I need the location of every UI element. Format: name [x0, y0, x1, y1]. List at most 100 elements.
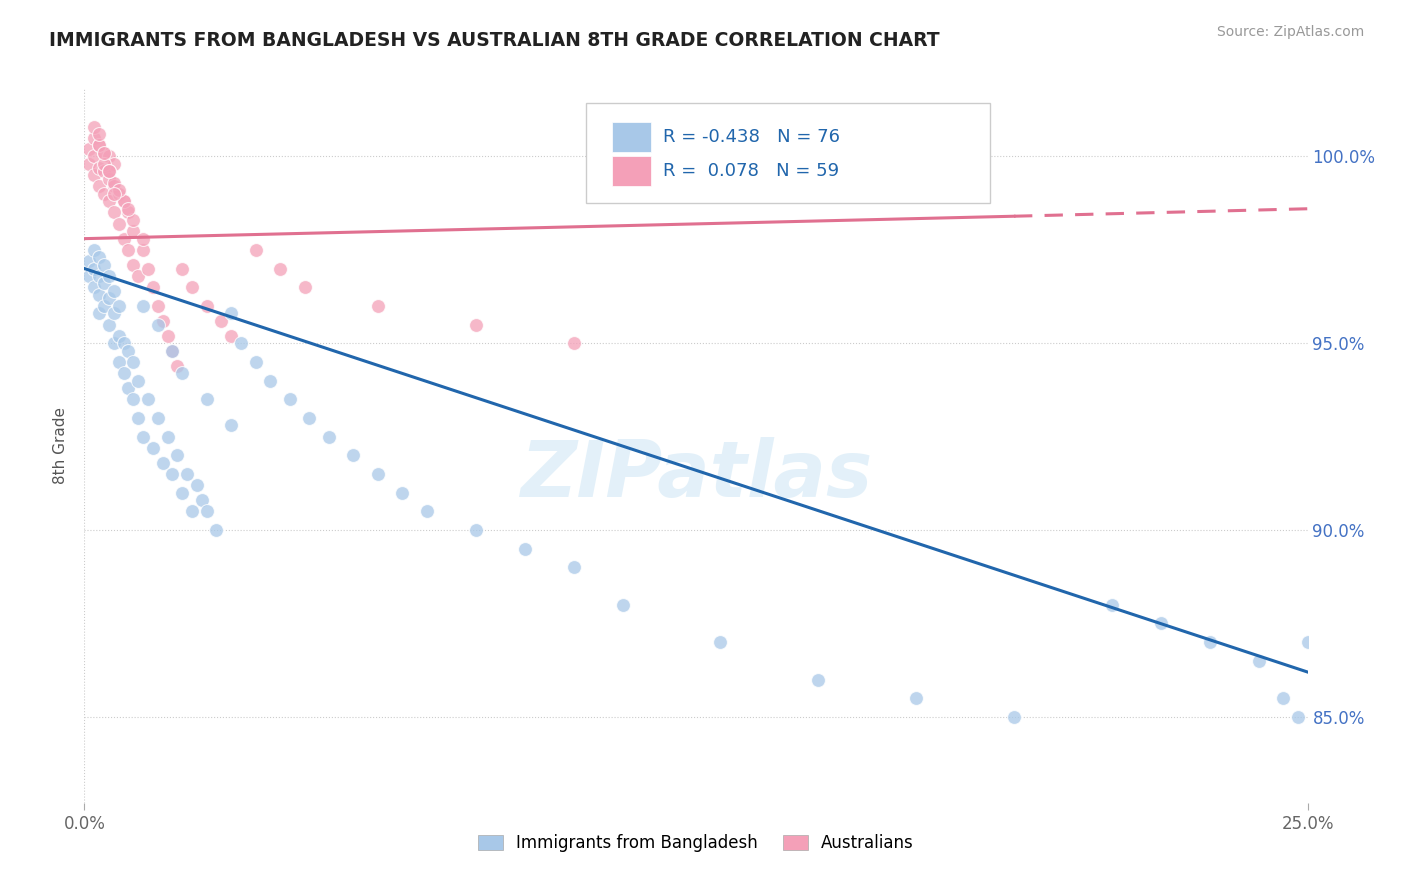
Y-axis label: 8th Grade: 8th Grade: [53, 408, 69, 484]
Point: [107, 217, 129, 231]
Point: [342, 448, 364, 462]
Point: [612, 598, 634, 612]
Point: [191, 493, 214, 508]
Point: [97, 268, 120, 283]
Point: [1286, 710, 1309, 724]
Point: [391, 485, 413, 500]
FancyBboxPatch shape: [612, 122, 651, 152]
Point: [97, 318, 120, 332]
Point: [77, 268, 100, 283]
Point: [146, 318, 169, 332]
Point: [132, 430, 155, 444]
Point: [807, 673, 830, 687]
Point: [97, 172, 120, 186]
Point: [905, 691, 928, 706]
Point: [195, 299, 218, 313]
Point: [152, 314, 174, 328]
FancyBboxPatch shape: [586, 103, 990, 203]
Point: [298, 411, 321, 425]
FancyBboxPatch shape: [612, 156, 651, 186]
Point: [107, 186, 129, 201]
Point: [172, 366, 194, 380]
Point: [464, 318, 486, 332]
Point: [103, 157, 125, 171]
Point: [562, 336, 585, 351]
Point: [278, 392, 301, 407]
Point: [136, 261, 159, 276]
Point: [127, 374, 149, 388]
Point: [166, 448, 188, 462]
Point: [195, 504, 218, 518]
Point: [195, 392, 218, 407]
Point: [166, 359, 188, 373]
Point: [103, 179, 125, 194]
Point: [269, 261, 291, 276]
Point: [127, 268, 149, 283]
Point: [245, 355, 267, 369]
Point: [367, 299, 389, 313]
Point: [87, 127, 110, 141]
Point: [87, 287, 110, 301]
Point: [97, 149, 120, 163]
Point: [513, 541, 536, 556]
Point: [93, 145, 115, 160]
Text: ZIPatlas: ZIPatlas: [520, 436, 872, 513]
Point: [103, 186, 125, 201]
Point: [107, 183, 129, 197]
Point: [156, 328, 179, 343]
Point: [172, 261, 194, 276]
Point: [117, 202, 139, 216]
Point: [142, 280, 165, 294]
Point: [172, 485, 194, 500]
Point: [87, 250, 110, 264]
Point: [416, 504, 439, 518]
Point: [93, 186, 115, 201]
Point: [112, 366, 135, 380]
Point: [112, 194, 135, 209]
Point: [107, 328, 129, 343]
Point: [294, 280, 316, 294]
Point: [87, 138, 110, 153]
Point: [103, 205, 125, 219]
Point: [83, 261, 105, 276]
Point: [1198, 635, 1220, 649]
Point: [77, 254, 100, 268]
Point: [136, 392, 159, 407]
Point: [1002, 710, 1025, 724]
Point: [87, 161, 110, 175]
Point: [1150, 616, 1173, 631]
Point: [245, 243, 267, 257]
Point: [1101, 598, 1123, 612]
Point: [112, 194, 135, 209]
Point: [77, 142, 100, 156]
Point: [186, 478, 208, 492]
Point: [122, 392, 145, 407]
Point: [83, 168, 105, 182]
Point: [87, 179, 110, 194]
Point: [132, 299, 155, 313]
Point: [107, 299, 129, 313]
Point: [562, 560, 585, 574]
Point: [1247, 654, 1270, 668]
Point: [83, 280, 105, 294]
Point: [146, 299, 169, 313]
Text: R = -0.438   N = 76: R = -0.438 N = 76: [664, 128, 839, 146]
Point: [87, 268, 110, 283]
Point: [117, 243, 139, 257]
Point: [112, 336, 135, 351]
Point: [176, 467, 198, 481]
Point: [97, 164, 120, 178]
Point: [156, 430, 179, 444]
Point: [162, 343, 184, 358]
Point: [162, 343, 184, 358]
Point: [1296, 635, 1319, 649]
Point: [117, 205, 139, 219]
Point: [103, 176, 125, 190]
Point: [83, 130, 105, 145]
Point: [709, 635, 731, 649]
Text: IMMIGRANTS FROM BANGLADESH VS AUSTRALIAN 8TH GRADE CORRELATION CHART: IMMIGRANTS FROM BANGLADESH VS AUSTRALIAN…: [49, 31, 939, 50]
Point: [122, 258, 145, 272]
Point: [117, 381, 139, 395]
Point: [367, 467, 389, 481]
Point: [87, 306, 110, 320]
